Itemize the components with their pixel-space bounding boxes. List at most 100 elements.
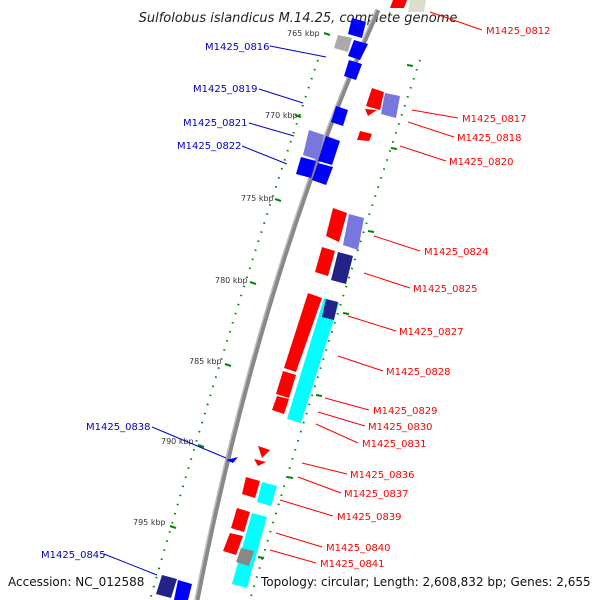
gene-feature [390, 0, 407, 8]
leader-line [407, 121, 455, 138]
gene-feature [334, 35, 352, 52]
gene-label: M1425_0845 [41, 550, 106, 561]
leader-line [399, 145, 447, 162]
tick-mark [249, 281, 257, 285]
gene-label: M1425_0839 [337, 512, 402, 523]
reverse-strand-genes [156, 18, 368, 600]
gene-label: M1425_0838 [86, 422, 151, 433]
leader-line [241, 145, 288, 165]
gene-feature [326, 208, 347, 242]
gene-feature [272, 396, 289, 414]
leader-line [337, 355, 384, 372]
tick-mark [224, 363, 232, 367]
genome-backbone-highlight [194, 9, 377, 600]
leader-line [363, 272, 411, 289]
gene-feature [344, 60, 362, 80]
leader-line [269, 549, 317, 564]
leader-line [297, 476, 342, 494]
tick-label: 775 kbp [241, 194, 274, 203]
gene-label: M1425_0841 [320, 559, 385, 570]
gene-feature [343, 214, 364, 250]
gene-feature [231, 508, 250, 532]
tick-mark [390, 147, 398, 150]
gene-feature [315, 247, 335, 276]
tick-label: 785 kbp [189, 357, 222, 366]
leader-line [411, 109, 459, 119]
gene-feature [322, 299, 338, 320]
tick-mark [367, 230, 375, 233]
tick-mark [257, 556, 265, 559]
leader-line [248, 122, 295, 137]
genome-backbone [194, 8, 381, 600]
gene-feature [236, 548, 254, 566]
forward-gene-labels: M1425_0812 M1425_0817 M1425_0818 M1425_0… [320, 26, 551, 570]
tick-label: 795 kbp [133, 518, 166, 527]
gene-feature [226, 457, 238, 463]
reverse-gene-labels: M1425_0816 M1425_0819 M1425_0821 M1425_0… [41, 42, 270, 561]
map-title: Sulfolobus islandicus M.14.25, complete … [139, 11, 458, 26]
gene-label: M1425_0830 [368, 422, 433, 433]
accession-text: Accession: NC_012588 [8, 575, 144, 589]
inner-dotted-track [149, 59, 319, 600]
leader-line [301, 462, 348, 475]
leader-line [373, 235, 421, 252]
gene-label: M1425_0824 [424, 247, 489, 258]
reverse-leader-lines [103, 45, 327, 576]
tick-mark [274, 198, 282, 202]
tick-mark [315, 394, 323, 397]
gene-label: M1425_0818 [457, 133, 522, 144]
leader-line [258, 88, 304, 104]
leader-line [103, 553, 158, 576]
gene-feature [258, 446, 270, 458]
gene-feature [303, 130, 324, 160]
tick-mark [197, 444, 205, 448]
gene-feature [156, 575, 177, 598]
tick-mark [286, 476, 294, 479]
gene-label: M1425_0829 [373, 406, 438, 417]
gene-feature [365, 109, 377, 116]
gene-feature [296, 157, 316, 178]
tick-marks [169, 32, 414, 559]
topology-text: Topology: circular; Length: 2,608,832 bp… [260, 575, 591, 589]
gene-label: M1425_0822 [177, 141, 242, 152]
gene-feature [174, 580, 192, 600]
gene-label: M1425_0840 [326, 543, 391, 554]
gene-feature [408, 0, 426, 12]
gene-feature [284, 293, 322, 372]
tick-label: 770 kbp [265, 111, 298, 120]
gene-feature [254, 459, 266, 466]
leader-line [279, 499, 334, 517]
leader-line [347, 315, 397, 332]
gene-label: M1425_0812 [486, 26, 551, 37]
tick-mark [294, 114, 302, 118]
tick-mark [323, 32, 331, 36]
gene-label: M1425_0820 [449, 157, 514, 168]
gene-label: M1425_0828 [386, 367, 451, 378]
forward-strand-genes [223, 0, 426, 588]
gene-label: M1425_0817 [462, 114, 527, 125]
gene-label: M1425_0836 [350, 470, 415, 481]
gene-label: M1425_0816 [205, 42, 270, 53]
gene-label: M1425_0821 [183, 118, 248, 129]
gene-label: M1425_0819 [193, 84, 258, 95]
gene-feature [257, 482, 277, 506]
tick-mark [342, 312, 350, 315]
tick-labels: 765 kbp 770 kbp 775 kbp 780 kbp 785 kbp … [133, 29, 320, 527]
leader-line [429, 11, 483, 31]
gene-feature [276, 371, 296, 398]
gene-feature [223, 533, 243, 555]
leader-line [324, 397, 370, 411]
leader-line [269, 45, 327, 58]
gene-feature [331, 106, 348, 126]
gene-feature [287, 298, 339, 423]
tick-mark [169, 525, 177, 529]
tick-label: 780 kbp [215, 276, 248, 285]
gene-feature [348, 18, 366, 38]
gene-feature [366, 88, 384, 110]
leader-line [317, 411, 366, 427]
gene-label: M1425_0827 [399, 327, 464, 338]
gene-feature [348, 40, 368, 60]
leader-line [315, 423, 359, 444]
